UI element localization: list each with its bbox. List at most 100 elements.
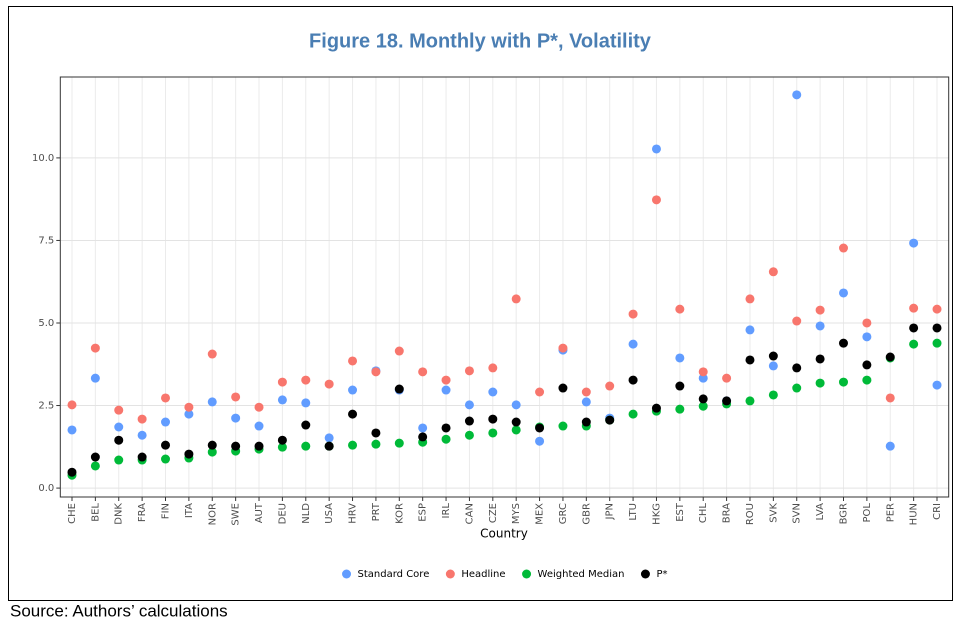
point <box>277 435 287 445</box>
point <box>184 449 194 459</box>
point <box>535 387 545 397</box>
point <box>651 144 661 154</box>
point <box>768 390 778 400</box>
x-tick-label: GRC <box>558 503 569 524</box>
legend-marker <box>445 569 455 579</box>
legend-marker <box>342 569 352 579</box>
point <box>161 417 171 427</box>
chart-title: Figure 18. Monthly with P*, Volatility <box>309 30 652 52</box>
point <box>371 439 381 449</box>
x-tick-label: EST <box>675 502 686 522</box>
point <box>161 454 171 464</box>
point <box>909 339 919 349</box>
point <box>301 375 311 385</box>
point <box>909 323 919 333</box>
point <box>792 363 802 373</box>
point <box>67 400 77 410</box>
point <box>488 363 498 373</box>
point <box>488 387 498 397</box>
point <box>815 305 825 315</box>
point <box>605 415 615 425</box>
x-tick-label: FRA <box>137 503 148 522</box>
legend: Standard Core Headline Weighted Median P* <box>342 569 667 580</box>
source-note: Source: Authors’ calculations <box>10 601 228 620</box>
x-tick-label: AUT <box>254 502 265 523</box>
legend-label: Weighted Median <box>538 569 625 580</box>
x-axis-title: Country <box>480 527 528 541</box>
point <box>651 403 661 413</box>
x-tick-label: DEU <box>277 503 288 524</box>
plot-border <box>59 76 950 498</box>
y-tick-label: 0.0 <box>38 483 54 494</box>
point <box>418 423 428 433</box>
point <box>464 400 474 410</box>
point <box>675 304 685 314</box>
point <box>207 397 217 407</box>
point <box>418 367 428 377</box>
point <box>324 379 334 389</box>
point <box>745 396 755 406</box>
point <box>231 392 241 402</box>
point <box>488 414 498 424</box>
point <box>371 428 381 438</box>
point <box>114 422 124 432</box>
x-tick-label: HUN <box>909 503 920 525</box>
point <box>535 423 545 433</box>
point <box>838 377 848 387</box>
point <box>675 404 685 414</box>
point <box>254 421 264 431</box>
point <box>932 338 942 348</box>
x-tick-label: KOR <box>394 503 405 524</box>
point <box>885 352 895 362</box>
point <box>605 381 615 391</box>
x-tick-label: DNK <box>114 503 125 525</box>
point <box>698 373 708 383</box>
point <box>441 375 451 385</box>
point <box>558 421 568 431</box>
point <box>394 346 404 356</box>
point <box>394 384 404 394</box>
x-tick-label: FIN <box>161 503 172 519</box>
point <box>558 383 568 393</box>
point <box>324 441 334 451</box>
point <box>675 381 685 391</box>
point <box>161 440 171 450</box>
point <box>815 378 825 388</box>
x-tick-label: ITA <box>184 503 195 518</box>
point <box>815 354 825 364</box>
point <box>231 441 241 451</box>
point <box>722 396 732 406</box>
point <box>792 316 802 326</box>
point <box>67 467 77 477</box>
x-tick-label: PER <box>885 503 896 522</box>
point <box>792 383 802 393</box>
point <box>90 343 100 353</box>
x-tick-label: LTU <box>628 503 639 521</box>
point <box>768 351 778 361</box>
point <box>628 375 638 385</box>
x-tick-label: CHE <box>67 503 78 524</box>
legend-label: P* <box>656 569 667 580</box>
point <box>348 440 358 450</box>
point <box>628 339 638 349</box>
point <box>581 387 591 397</box>
x-tick-label: BGR <box>838 503 849 524</box>
x-tick-label: NLD <box>301 503 312 524</box>
point <box>137 414 147 424</box>
point <box>628 409 638 419</box>
x-tick-label: NOR <box>207 503 218 525</box>
point <box>90 461 100 471</box>
x-tick-label: IRL <box>441 503 452 519</box>
x-tick-label: SVK <box>768 503 779 523</box>
y-tick-label: 7.5 <box>38 235 54 246</box>
point <box>137 452 147 462</box>
y-tick-label: 5.0 <box>38 318 54 329</box>
point <box>301 398 311 408</box>
point <box>768 361 778 371</box>
x-tick-label: CRI <box>932 503 943 520</box>
x-tick-label: HRV <box>348 503 359 524</box>
point <box>277 377 287 387</box>
point <box>768 267 778 277</box>
point <box>207 440 217 450</box>
point <box>745 325 755 335</box>
